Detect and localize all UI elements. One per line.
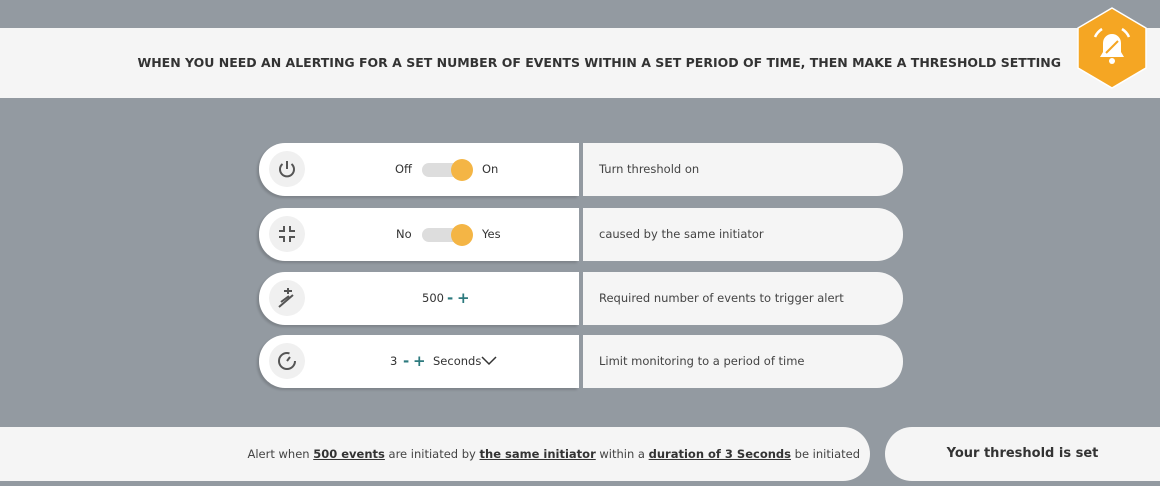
setting-control: Off On	[259, 143, 579, 196]
summary: Alert when 500 events are initiated by t…	[247, 427, 860, 481]
setting-description: Required number of events to trigger ale…	[583, 272, 903, 325]
header: WHEN YOU NEED AN ALERTING FOR A SET NUMB…	[0, 28, 1160, 98]
events-icon	[269, 280, 305, 316]
summary-highlight: 500 events	[313, 447, 385, 461]
description: caused by the same initiator	[599, 227, 764, 241]
alert-badge	[1077, 7, 1147, 89]
description: Turn threshold on	[599, 162, 700, 176]
toggle-off-label: Off	[395, 162, 412, 176]
summary-highlight: the same initiator	[479, 447, 596, 461]
setting-control: 500 - +	[259, 272, 579, 325]
toggle-thumb[interactable]	[451, 224, 473, 246]
description: Limit monitoring to a period of time	[599, 354, 805, 368]
timer-icon	[269, 343, 305, 379]
summary-bar: Alert when 500 events are initiated by t…	[0, 427, 870, 481]
count-value: 500	[422, 291, 444, 305]
compress-icon	[269, 216, 305, 252]
setting-description: Turn threshold on	[583, 143, 903, 196]
summary-text: Alert when	[247, 447, 314, 461]
toggle-off-label: No	[396, 227, 412, 241]
toggle-on-label: On	[482, 162, 499, 176]
period-value: 3	[390, 354, 398, 368]
toggle-on-label: Yes	[482, 227, 501, 241]
setting-description: caused by the same initiator	[583, 208, 903, 261]
setting-description: Limit monitoring to a period of time	[583, 335, 903, 388]
setting-control: 3 - + Seconds	[259, 335, 579, 388]
summary-highlight: duration of 3 Seconds	[648, 447, 791, 461]
unit-dropdown[interactable]: Seconds	[433, 354, 482, 368]
description: Required number of events to trigger ale…	[599, 291, 844, 305]
toggle-thumb[interactable]	[451, 159, 473, 181]
dropdown-arrow[interactable]	[481, 356, 497, 366]
decrement-button[interactable]: -	[403, 352, 410, 370]
summary-text: within a	[595, 447, 649, 461]
summary-text: be initiated	[791, 447, 860, 461]
decrement-button[interactable]: -	[447, 289, 454, 307]
summary-text: are initiated by	[384, 447, 480, 461]
title: WHEN YOU NEED AN ALERTING FOR A SET NUMB…	[137, 55, 1061, 70]
confirm-button[interactable]: Your threshold is set	[885, 427, 1160, 481]
increment-button[interactable]: +	[413, 352, 426, 370]
setting-control: No Yes	[259, 208, 579, 261]
power-icon	[269, 151, 305, 187]
increment-button[interactable]: +	[457, 289, 470, 307]
